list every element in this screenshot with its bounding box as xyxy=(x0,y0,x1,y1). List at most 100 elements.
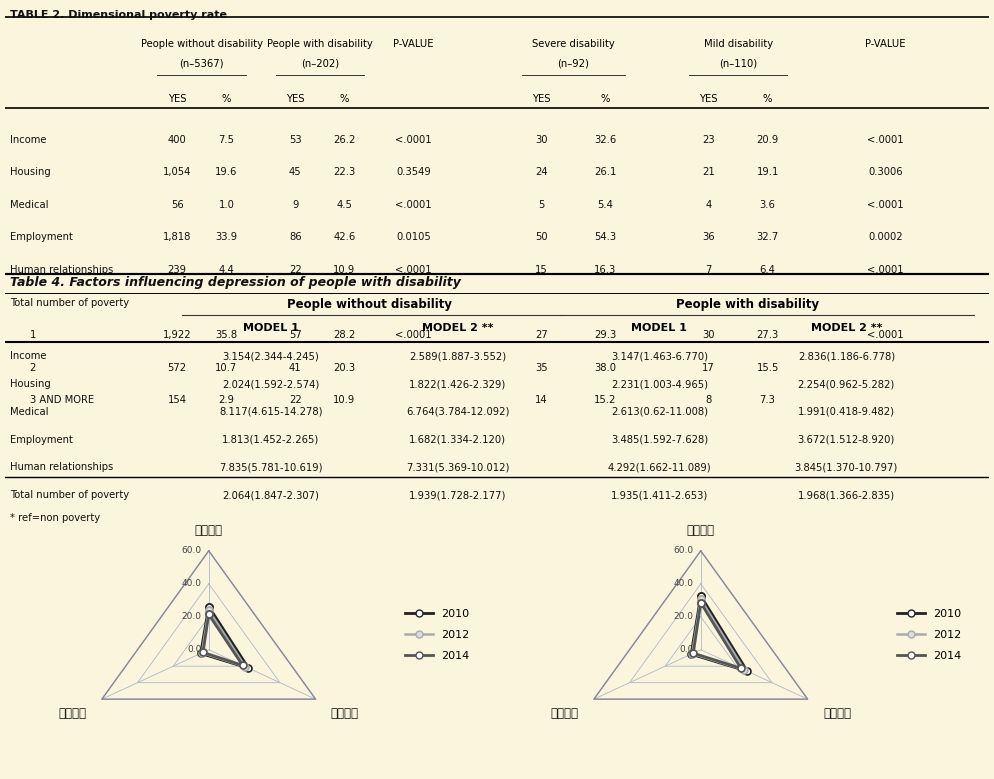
Text: 0.0: 0.0 xyxy=(187,645,202,654)
Text: 50: 50 xyxy=(535,232,548,242)
Text: 1,922: 1,922 xyxy=(163,330,192,340)
Text: 26.1: 26.1 xyxy=(594,167,616,178)
Text: 1.813(1.452-2.265): 1.813(1.452-2.265) xyxy=(222,435,319,445)
Text: YES: YES xyxy=(286,94,304,104)
Text: 2.9: 2.9 xyxy=(219,396,235,405)
Text: 19.1: 19.1 xyxy=(756,167,779,178)
Text: <.0001: <.0001 xyxy=(395,200,431,210)
Text: 400: 400 xyxy=(168,135,187,145)
Text: Total number of poverty: Total number of poverty xyxy=(10,490,129,500)
Text: 42.6: 42.6 xyxy=(333,232,356,242)
Text: Housing: Housing xyxy=(10,379,51,389)
Text: 45: 45 xyxy=(289,167,301,178)
Text: 38.0: 38.0 xyxy=(594,363,616,373)
Text: 8.117(4.615-14.278): 8.117(4.615-14.278) xyxy=(219,407,322,417)
Text: 60.0: 60.0 xyxy=(181,546,202,555)
Text: 29.3: 29.3 xyxy=(594,330,616,340)
Text: 15.5: 15.5 xyxy=(756,363,779,373)
Text: Employment: Employment xyxy=(10,232,73,242)
Text: 의료빈곸: 의료빈곸 xyxy=(551,707,579,720)
Text: 0.0105: 0.0105 xyxy=(396,232,430,242)
Text: 4.4: 4.4 xyxy=(219,265,235,275)
Text: 7.3: 7.3 xyxy=(759,396,775,405)
Text: 56: 56 xyxy=(171,200,184,210)
Text: 28.2: 28.2 xyxy=(333,330,356,340)
Text: 20.9: 20.9 xyxy=(756,135,778,145)
Text: 19.6: 19.6 xyxy=(215,167,238,178)
Text: 1,818: 1,818 xyxy=(163,232,192,242)
Text: People without disability: People without disability xyxy=(286,298,451,311)
Text: 41: 41 xyxy=(289,363,301,373)
Text: 1.0: 1.0 xyxy=(219,200,235,210)
Text: 21: 21 xyxy=(702,167,715,178)
Text: 1,054: 1,054 xyxy=(163,167,192,178)
Text: 4.5: 4.5 xyxy=(337,200,353,210)
Text: 10.9: 10.9 xyxy=(333,265,356,275)
Text: YES: YES xyxy=(532,94,551,104)
Text: 30: 30 xyxy=(703,330,715,340)
Text: P-VALUE: P-VALUE xyxy=(393,39,433,49)
Text: 5.4: 5.4 xyxy=(597,200,613,210)
Text: Mild disability: Mild disability xyxy=(704,39,772,49)
Text: Employment: Employment xyxy=(10,435,73,445)
Text: 2.589(1.887-3.552): 2.589(1.887-3.552) xyxy=(410,351,506,361)
Text: 0.3549: 0.3549 xyxy=(396,167,430,178)
Text: 6.764(3.784-12.092): 6.764(3.784-12.092) xyxy=(406,407,509,417)
Text: * ref=non poverty: * ref=non poverty xyxy=(10,513,100,523)
Text: 3.147(1.463-6.770): 3.147(1.463-6.770) xyxy=(611,351,708,361)
Text: 5: 5 xyxy=(538,200,545,210)
Text: YES: YES xyxy=(700,94,718,104)
Text: 3.485(1.592-7.628): 3.485(1.592-7.628) xyxy=(610,435,708,445)
Text: 7.835(5.781-10.619): 7.835(5.781-10.619) xyxy=(219,463,322,472)
Text: 1.939(1.728-2.177): 1.939(1.728-2.177) xyxy=(409,490,506,500)
Text: 27.3: 27.3 xyxy=(756,330,778,340)
Text: MODEL 1: MODEL 1 xyxy=(243,323,298,333)
Text: 27: 27 xyxy=(535,330,548,340)
Legend: 2010, 2012, 2014: 2010, 2012, 2014 xyxy=(401,605,474,665)
Text: 의료빈곸: 의료빈곸 xyxy=(59,707,86,720)
Text: 2.064(1.847-2.307): 2.064(1.847-2.307) xyxy=(223,490,319,500)
Text: Human relationships: Human relationships xyxy=(10,265,113,275)
Text: People with disability: People with disability xyxy=(267,39,373,49)
Text: 9: 9 xyxy=(292,200,298,210)
Text: Housing: Housing xyxy=(10,167,51,178)
Text: 7: 7 xyxy=(706,265,712,275)
Text: 35: 35 xyxy=(535,363,548,373)
Text: %: % xyxy=(340,94,349,104)
Legend: 2010, 2012, 2014: 2010, 2012, 2014 xyxy=(893,605,966,665)
Text: 1.968(1.366-2.835): 1.968(1.366-2.835) xyxy=(798,490,895,500)
Text: 53: 53 xyxy=(289,135,301,145)
Text: P-VALUE: P-VALUE xyxy=(866,39,906,49)
Text: 4.292(1.662-11.089): 4.292(1.662-11.089) xyxy=(607,463,711,472)
Text: MODEL 2 **: MODEL 2 ** xyxy=(810,323,882,333)
Text: Income: Income xyxy=(10,135,47,145)
Text: Table 4. Factors influencing depression of people with disability: Table 4. Factors influencing depression … xyxy=(10,276,461,289)
Text: 35.8: 35.8 xyxy=(216,330,238,340)
Text: 6.4: 6.4 xyxy=(759,265,775,275)
Text: 2.613(0.62-11.008): 2.613(0.62-11.008) xyxy=(611,407,708,417)
Text: %: % xyxy=(763,94,772,104)
Text: 26.2: 26.2 xyxy=(333,135,356,145)
Text: People with disability: People with disability xyxy=(676,298,819,311)
Text: 15.2: 15.2 xyxy=(594,396,616,405)
Text: 2.836(1.186-6.778): 2.836(1.186-6.778) xyxy=(798,351,895,361)
Text: %: % xyxy=(600,94,610,104)
Text: 17: 17 xyxy=(702,363,715,373)
Text: 57: 57 xyxy=(289,330,301,340)
Text: %: % xyxy=(222,94,231,104)
Text: (n–110): (n–110) xyxy=(719,58,757,68)
Text: (n–92): (n–92) xyxy=(558,58,589,68)
Text: 2.254(0.962-5.282): 2.254(0.962-5.282) xyxy=(798,379,895,389)
Text: 7.5: 7.5 xyxy=(219,135,235,145)
Text: MODEL 2 **: MODEL 2 ** xyxy=(421,323,493,333)
Text: People without disability: People without disability xyxy=(141,39,262,49)
Text: 572: 572 xyxy=(168,363,187,373)
Text: 소득빈곸: 소득빈곸 xyxy=(687,524,715,537)
Text: <.0001: <.0001 xyxy=(395,135,431,145)
Text: 0.3006: 0.3006 xyxy=(869,167,903,178)
Text: 40.0: 40.0 xyxy=(181,580,202,588)
Text: 54.3: 54.3 xyxy=(594,232,616,242)
Text: 3.154(2.344-4.245): 3.154(2.344-4.245) xyxy=(223,351,319,361)
Text: 23: 23 xyxy=(702,135,715,145)
Text: 3.6: 3.6 xyxy=(759,200,775,210)
